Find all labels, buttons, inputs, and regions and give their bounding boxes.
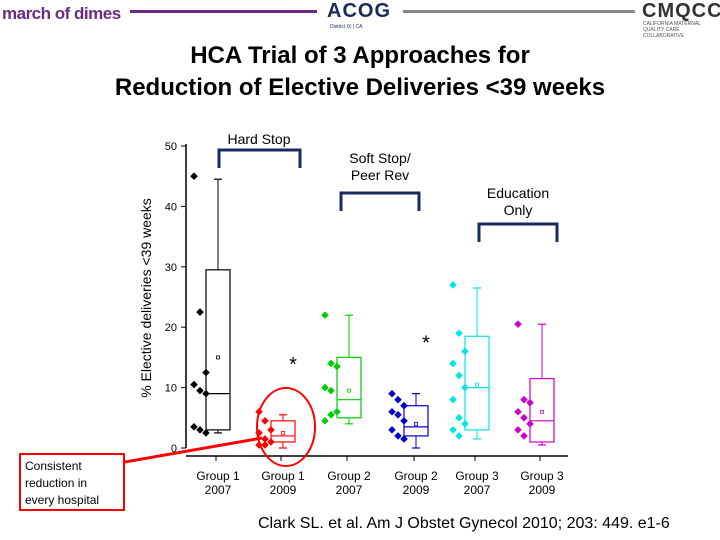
data-point xyxy=(327,410,335,419)
box-mean xyxy=(347,388,351,393)
data-point xyxy=(321,417,329,425)
label-education-line2: Only xyxy=(503,202,533,218)
box-mean xyxy=(281,430,285,435)
box-iqr xyxy=(403,405,429,437)
acog-logo-subtitle: District IX | CA xyxy=(330,24,363,30)
x-tick-label-year: 2007 xyxy=(336,483,363,497)
box-iqr xyxy=(529,377,555,443)
cmqcc-logo: CMQCC xyxy=(642,0,720,22)
x-tick-label-year: 2007 xyxy=(205,483,232,497)
data-point xyxy=(514,426,522,434)
x-tick-label: Group 2 xyxy=(394,469,438,483)
y-tick-label: 50 xyxy=(165,141,177,153)
header-rule-center xyxy=(403,10,635,13)
data-point xyxy=(190,380,198,389)
label-soft-stop: Soft Stop/ Peer Rev xyxy=(330,150,430,184)
y-tick-label: 0 xyxy=(171,443,177,455)
data-point xyxy=(455,329,463,338)
data-point xyxy=(394,432,402,440)
data-point xyxy=(261,435,269,443)
data-point xyxy=(455,414,463,422)
x-tick-label: Group 2 xyxy=(327,469,371,483)
data-point xyxy=(388,389,396,398)
x-tick-label-year: 2009 xyxy=(270,483,297,497)
y-axis-title: % Elective deliveries <39 weeks xyxy=(138,198,154,398)
box-iqr xyxy=(205,269,231,431)
chart-axes: 0 10 20 30 40 50 % Elective deliveries <39 wee… xyxy=(138,141,568,497)
march-of-dimes-logo: march of dimes xyxy=(2,4,121,23)
group-brackets xyxy=(217,148,559,242)
title-line-2: Reduction of Elective Deliveries <39 wee… xyxy=(114,74,606,101)
box-mean xyxy=(540,409,544,414)
slide-title: HCA Trial of 3 Approaches for Reduction … xyxy=(0,40,720,104)
data-point xyxy=(520,414,528,422)
data-point xyxy=(388,407,396,416)
chart-marks: ** xyxy=(190,172,555,449)
x-tick-label: Group 1 xyxy=(261,469,305,483)
citation: Clark SL. et al. Am J Obstet Gynecol 201… xyxy=(258,515,670,532)
y-tick-label: 30 xyxy=(165,262,177,274)
data-point xyxy=(520,395,528,404)
x-tick-label-year: 2009 xyxy=(403,483,430,497)
callout-box: Consistent reduction in every hospital xyxy=(19,453,125,511)
data-point xyxy=(514,407,522,416)
header-rule-left xyxy=(130,10,317,13)
bracket-hard-stop xyxy=(217,148,302,168)
bracket-education-only xyxy=(477,222,559,242)
bracket-soft-stop xyxy=(339,191,421,211)
box-mean xyxy=(475,382,479,387)
data-point xyxy=(388,426,396,434)
data-point xyxy=(261,441,269,449)
data-point xyxy=(190,423,198,431)
data-point xyxy=(400,435,408,443)
highlight-ellipse xyxy=(256,387,316,467)
data-point xyxy=(196,426,204,434)
box-mean xyxy=(414,421,418,426)
y-tick-label: 10 xyxy=(165,383,177,395)
title-line-1: HCA Trial of 3 Approaches for xyxy=(190,42,530,69)
label-soft-stop-line1: Soft Stop/ xyxy=(349,150,411,166)
data-point xyxy=(196,308,204,316)
data-point xyxy=(394,395,402,404)
data-point xyxy=(321,383,329,392)
data-point xyxy=(520,432,528,440)
label-education-only: Education Only xyxy=(468,185,568,219)
cmqcc-logo-subtitle: CALIFORNIA MATERNAL QUALITY CARE COLLABO… xyxy=(643,21,701,39)
x-tick-label-year: 2007 xyxy=(464,483,491,497)
box-iqr xyxy=(270,420,296,443)
box-mean xyxy=(216,355,220,360)
label-soft-stop-line2: Peer Rev xyxy=(350,167,410,183)
data-point xyxy=(327,359,335,368)
y-tick-label: 20 xyxy=(165,322,177,334)
data-point xyxy=(202,429,210,437)
data-point xyxy=(261,417,269,425)
x-tick-label: Group 3 xyxy=(520,469,564,483)
data-point xyxy=(449,426,457,434)
label-hard-stop: Hard Stop xyxy=(227,131,291,147)
box-iqr xyxy=(464,335,490,431)
x-tick-label-year: 2009 xyxy=(529,483,556,497)
y-tick-label: 40 xyxy=(165,201,177,213)
x-tick-label: Group 3 xyxy=(455,469,499,483)
data-point xyxy=(190,172,198,180)
data-point xyxy=(327,386,335,395)
data-point xyxy=(196,386,204,395)
data-point xyxy=(321,311,329,319)
data-point xyxy=(455,371,463,380)
callout-pointer xyxy=(124,436,263,464)
data-point xyxy=(514,320,522,328)
data-point xyxy=(449,395,457,404)
box-iqr xyxy=(336,356,362,419)
data-point xyxy=(449,359,457,368)
acog-logo: ACOG xyxy=(327,0,391,22)
data-point xyxy=(394,410,402,419)
significance-star: * xyxy=(422,333,430,355)
significance-star: * xyxy=(289,354,297,376)
data-point xyxy=(455,432,463,440)
data-point xyxy=(449,281,457,289)
label-education-line1: Education xyxy=(486,185,550,201)
x-tick-label: Group 1 xyxy=(196,469,240,483)
